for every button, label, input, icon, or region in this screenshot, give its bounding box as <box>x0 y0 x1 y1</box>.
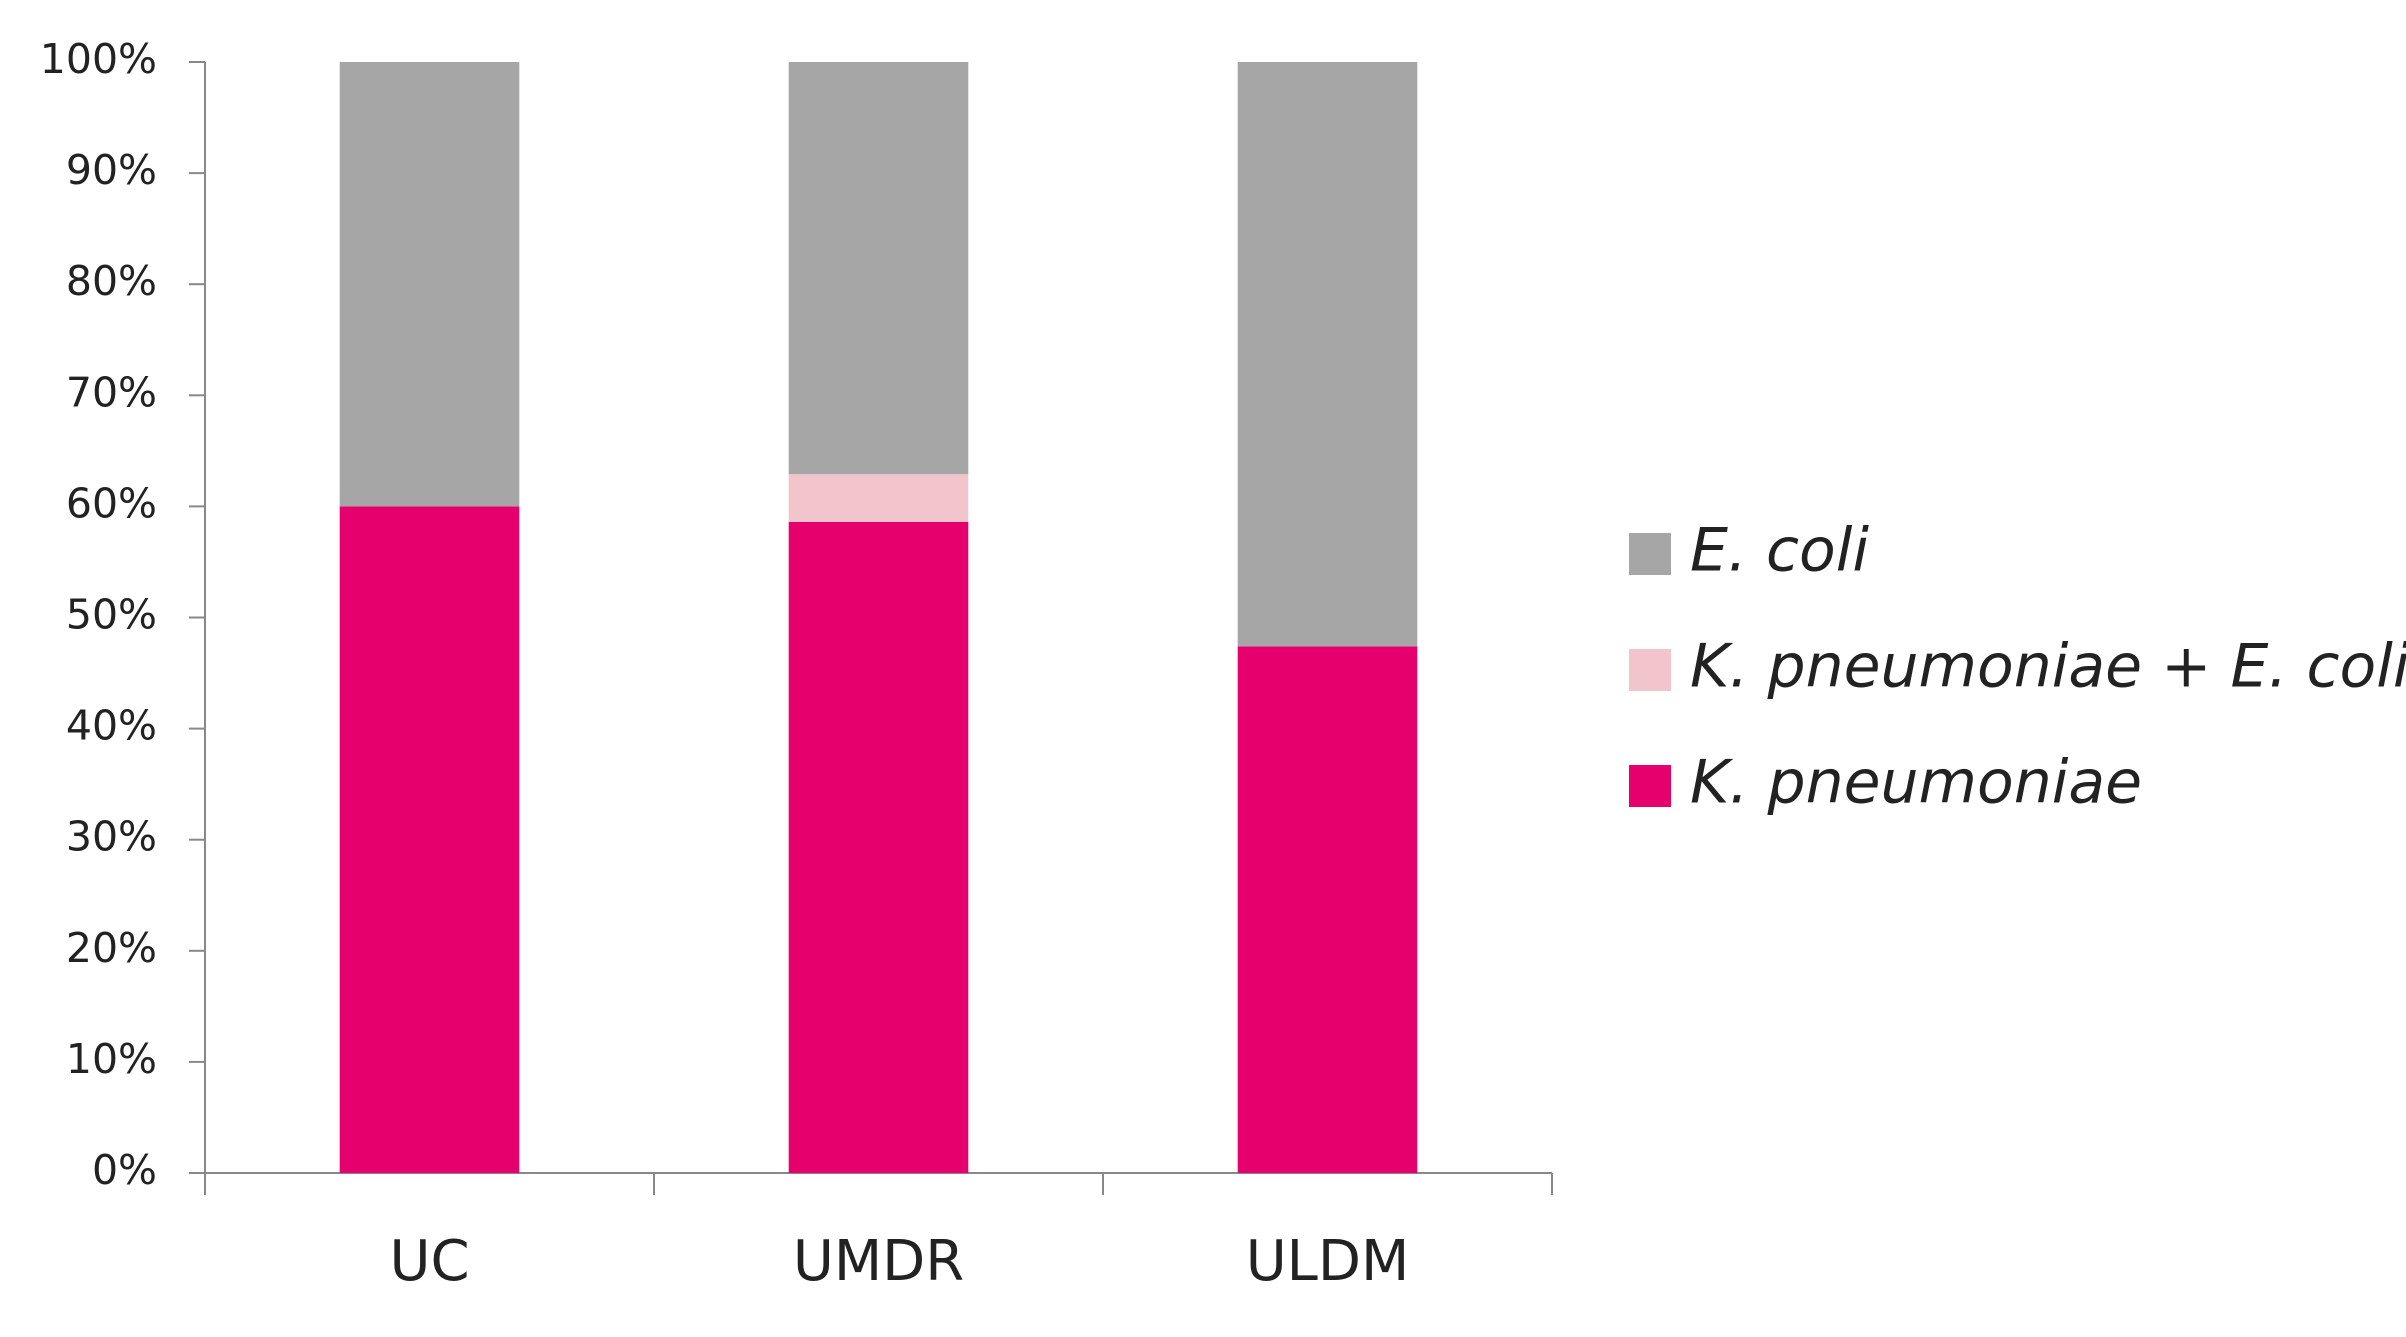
legend-swatch <box>1629 533 1671 575</box>
y-tick-label: 40% <box>66 702 157 750</box>
y-tick-label: 0% <box>92 1146 157 1194</box>
bar-segment <box>1237 62 1418 647</box>
x-tick-label: UC <box>389 1229 469 1294</box>
bar-segment <box>788 474 969 522</box>
legend-swatch <box>1629 765 1671 807</box>
legend-label: E. coli <box>1690 516 1869 586</box>
bar-segment <box>339 62 520 507</box>
y-tick-label: 80% <box>66 257 157 305</box>
x-tick-label: UMDR <box>793 1229 964 1294</box>
x-tick-label: ULDM <box>1246 1229 1410 1294</box>
y-tick-label: 50% <box>66 591 157 639</box>
y-tick-label: 10% <box>66 1035 157 1083</box>
y-tick-label: 30% <box>66 813 157 861</box>
bar-segment <box>1237 646 1418 1173</box>
legend-label: K. pneumoniae + E. coli <box>1690 632 2406 702</box>
y-tick-label: 100% <box>40 35 157 83</box>
y-tick-label: 90% <box>66 146 157 194</box>
bar-segment <box>339 506 520 1173</box>
y-tick-label: 20% <box>66 924 157 972</box>
legend-label: K. pneumoniae <box>1690 748 2142 818</box>
legend-swatch <box>1629 649 1671 691</box>
bar-segment <box>788 521 969 1173</box>
bar-segment <box>788 62 969 475</box>
y-tick-label: 60% <box>66 479 157 527</box>
y-tick-label: 70% <box>66 368 157 416</box>
